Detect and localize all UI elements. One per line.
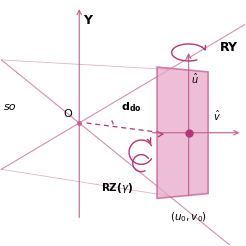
Text: RZ($\gamma$): RZ($\gamma$) <box>101 181 133 195</box>
Text: $\hat{u}$: $\hat{u}$ <box>191 72 199 86</box>
Text: $\mathbf{d_{do}}$: $\mathbf{d_{do}}$ <box>121 101 141 114</box>
Text: $(u_0,v_0)$: $(u_0,v_0)$ <box>170 211 207 224</box>
Polygon shape <box>157 67 208 198</box>
Text: so: so <box>4 102 16 112</box>
Text: O: O <box>63 109 72 119</box>
Text: Y: Y <box>83 14 92 27</box>
Text: RY: RY <box>220 41 238 54</box>
Text: $\hat{v}$: $\hat{v}$ <box>213 109 221 123</box>
